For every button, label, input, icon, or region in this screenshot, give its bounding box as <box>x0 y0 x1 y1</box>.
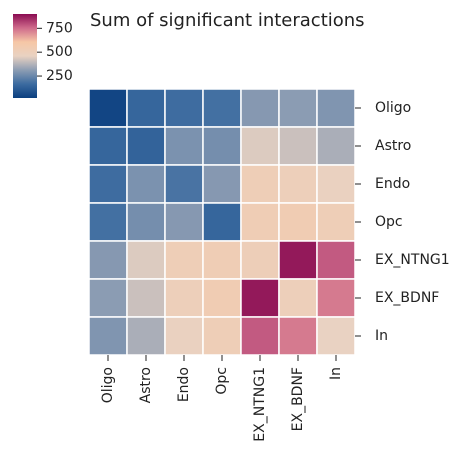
y-tick-label: Astro <box>375 138 411 154</box>
heatmap-cell <box>240 240 280 280</box>
x-tick-label: Oligo <box>100 367 116 403</box>
y-tick-label: EX_NTNG1 <box>375 252 450 268</box>
heatmap-cell <box>88 164 128 204</box>
y-tick-label: Endo <box>375 176 410 192</box>
heatmap-cell <box>316 164 356 204</box>
heatmap-cell <box>88 316 128 356</box>
heatmap-cell <box>126 316 166 356</box>
heatmap-cell <box>126 202 166 242</box>
heatmap-cell <box>202 240 242 280</box>
y-tick-label: EX_BDNF <box>375 290 439 306</box>
colorbar <box>13 14 37 98</box>
heatmap-cell <box>88 240 128 280</box>
x-tick-label: EX_BDNF <box>290 367 306 431</box>
heatmap-cell <box>126 164 166 204</box>
heatmap-cell <box>316 278 356 318</box>
heatmap-cell <box>202 88 242 128</box>
heatmap-cell <box>202 316 242 356</box>
heatmap-cell <box>126 126 166 166</box>
heatmap-cell <box>164 88 204 128</box>
heatmap-cell <box>88 88 128 128</box>
heatmap-cell <box>278 316 318 356</box>
heatmap-cell <box>240 316 280 356</box>
heatmap-cell <box>316 88 356 128</box>
heatmap-cell <box>164 164 204 204</box>
heatmap-cell <box>88 126 128 166</box>
heatmap-cell <box>240 126 280 166</box>
y-tick-label: Opc <box>375 214 403 230</box>
heatmap-cell <box>316 316 356 356</box>
heatmap-cell <box>240 88 280 128</box>
heatmap-cell <box>88 278 128 318</box>
colorbar-tick-label: 500 <box>46 44 73 60</box>
heatmap-cell <box>164 202 204 242</box>
heatmap-cell <box>126 278 166 318</box>
heatmap-cell <box>164 278 204 318</box>
heatmap-cell <box>164 316 204 356</box>
heatmap-cell <box>240 164 280 204</box>
heatmap-cell <box>126 88 166 128</box>
colorbar-tick-label: 250 <box>46 68 73 84</box>
heatmap-cell <box>126 240 166 280</box>
heatmap-cell <box>202 126 242 166</box>
heatmap-cell <box>240 202 280 242</box>
heatmap-cell <box>278 126 318 166</box>
x-tick-label: Astro <box>138 367 154 403</box>
heatmap-cell <box>278 164 318 204</box>
heatmap-cell <box>278 240 318 280</box>
heatmap-cell <box>202 278 242 318</box>
heatmap-cell <box>278 278 318 318</box>
chart-title: Sum of significant interactions <box>90 10 365 31</box>
heatmap-cell <box>278 202 318 242</box>
x-tick-label: EX_NTNG1 <box>252 367 268 442</box>
x-tick-label: Opc <box>214 367 230 395</box>
heatmap-cell <box>316 240 356 280</box>
x-tick-label: In <box>328 367 344 380</box>
heatmap-cell <box>240 278 280 318</box>
heatmap-cell <box>202 164 242 204</box>
y-tick-label: Oligo <box>375 100 411 116</box>
y-tick-label: In <box>375 328 388 344</box>
heatmap-cell <box>164 240 204 280</box>
heatmap-cell <box>164 126 204 166</box>
heatmap-cell <box>278 88 318 128</box>
heatmap-cell <box>316 202 356 242</box>
x-tick-label: Endo <box>176 367 192 402</box>
heatmap-cell <box>202 202 242 242</box>
colorbar-tick-label: 750 <box>46 20 73 36</box>
heatmap-cell <box>316 126 356 166</box>
heatmap-cell <box>88 202 128 242</box>
